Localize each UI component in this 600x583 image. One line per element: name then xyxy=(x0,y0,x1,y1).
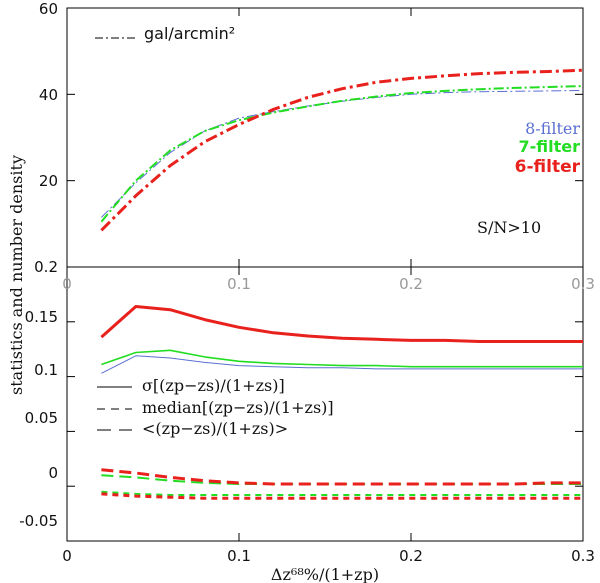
top-xtick-0.3: 0.3 xyxy=(571,275,595,293)
bottom-ytick-0: 0 xyxy=(48,464,58,482)
bottom-ytick-0.2: 0.2 xyxy=(34,258,58,276)
series-layer xyxy=(66,7,584,542)
bottom-panel-frame xyxy=(66,266,584,542)
bottom-ytick-0.1: 0.1 xyxy=(34,361,58,379)
top-series-7-filter xyxy=(100,85,584,223)
filter-label-8: 8-filter xyxy=(525,119,580,138)
legend-label-mean: <(zp−zs)/(1+zs)> xyxy=(142,419,288,438)
filter-label-6: 6-filter xyxy=(515,157,581,177)
x-axis-label: Δz⁶⁸%/(1+zp) xyxy=(271,565,379,583)
y-axis-label: statistics and number density xyxy=(7,155,26,395)
bottom-ytick-0.15: 0.15 xyxy=(25,308,58,326)
bottom-series-6-filter-sigma xyxy=(100,305,583,343)
top-ytick-60: 60 xyxy=(39,0,58,18)
bottom-ytick-neg0.05: -0.05 xyxy=(19,512,58,530)
bottom-xtick-0.2: 0.2 xyxy=(399,547,423,565)
bottom-series-6-filter-median xyxy=(101,468,583,486)
top-xtick-0.1: 0.1 xyxy=(227,275,251,293)
top-series-6-filter xyxy=(100,68,584,232)
bottom-series-7-filter-sigma xyxy=(101,349,583,368)
bottom-xtick-0.1: 0.1 xyxy=(227,547,251,565)
bottom-series-7-filter-mean xyxy=(101,490,583,496)
top-series-8-filter xyxy=(101,89,584,218)
bottom-series-6-filter-mean xyxy=(101,492,583,500)
bottom-series-8-filter-sigma xyxy=(101,355,583,374)
snr-annotation: S/N>10 xyxy=(477,218,541,237)
top-ytick-40: 40 xyxy=(39,86,58,104)
top-xtick-0.2: 0.2 xyxy=(399,275,423,293)
filter-label-7: 7-filter xyxy=(518,137,580,156)
legend-label-median: median[(zp−zs)/(1+zs)] xyxy=(142,398,334,417)
legend-label-sigma: σ[(zp−zs)/(1+zs)] xyxy=(142,376,285,395)
bottom-xtick-0: 0 xyxy=(62,547,72,565)
bottom-xtick-0.3: 0.3 xyxy=(571,547,595,565)
bottom-ytick-0.05: 0.05 xyxy=(25,409,58,427)
top-xtick-0: 0 xyxy=(62,275,72,293)
top-legend-label: gal/arcmin² xyxy=(144,24,235,43)
top-ytick-20: 20 xyxy=(39,172,58,190)
